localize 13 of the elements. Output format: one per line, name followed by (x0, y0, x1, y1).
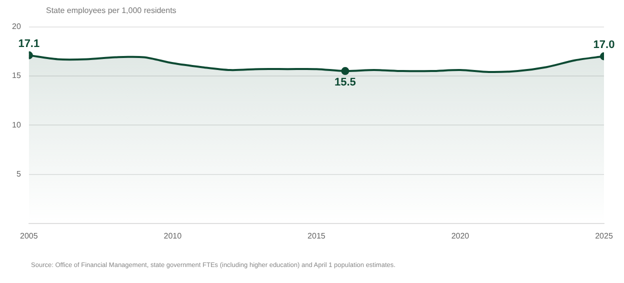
y-tick-label: 10 (12, 120, 22, 130)
y-tick-label: 5 (16, 169, 22, 178)
x-tick-label: 2015 (308, 231, 326, 240)
x-tick-label: 2020 (451, 231, 470, 240)
x-tick-label: 2005 (20, 231, 38, 240)
data-label: 15.5 (334, 76, 356, 89)
data-label: 17.0 (593, 38, 615, 51)
x-tick-label: 2010 (164, 231, 182, 240)
data-label: 17.1 (18, 38, 40, 50)
chart-subtitle: State employees per 1,000 residents (46, 6, 176, 15)
y-tick-label: 15 (12, 71, 22, 80)
x-tick-label: 2025 (595, 231, 614, 240)
y-tick-label: 20 (12, 22, 22, 32)
